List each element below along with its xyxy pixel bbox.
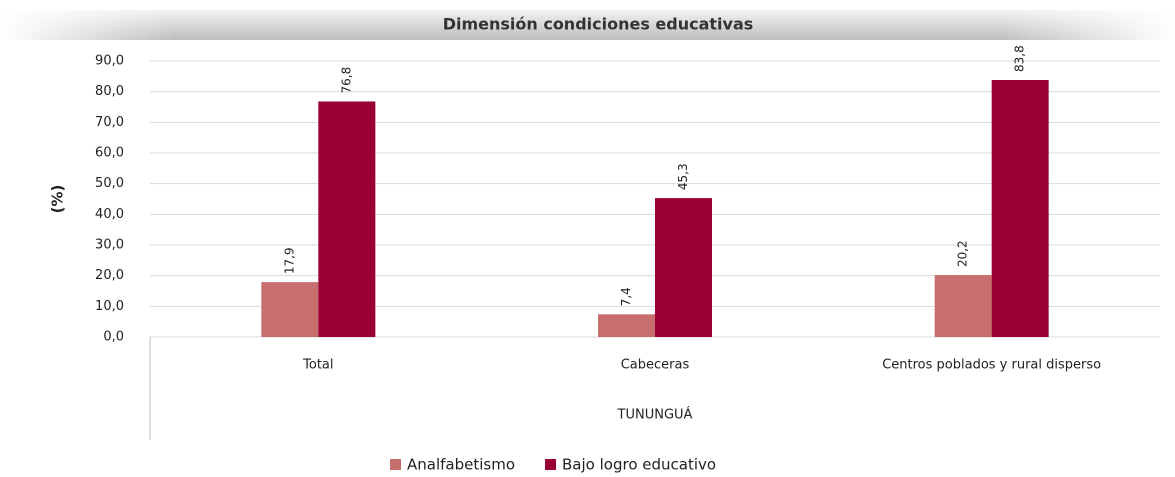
value-label: 7,4	[619, 287, 633, 306]
bar	[598, 314, 655, 337]
chart-title: Dimensión condiciones educativas	[443, 15, 754, 34]
y-tick-label: 90,0	[95, 54, 124, 69]
y-tick-label: 50,0	[95, 176, 124, 191]
bar	[318, 101, 376, 337]
y-tick-label: 20,0	[95, 268, 124, 283]
y-axis-label: (%)	[49, 185, 67, 214]
y-tick-label: 60,0	[95, 146, 124, 161]
x-axis-label: TUNUNGUÁ	[617, 407, 693, 423]
y-tick-label: 80,0	[95, 84, 124, 99]
value-label: 76,8	[339, 67, 353, 94]
title-banner-fade	[0, 10, 1175, 40]
y-tick-label: 10,0	[95, 299, 124, 314]
legend-label: Analfabetismo	[407, 456, 515, 474]
x-tick-label: Centros poblados y rural disperso	[882, 358, 1101, 373]
value-label: 45,3	[676, 163, 690, 190]
legend-label: Bajo logro educativo	[562, 456, 716, 474]
legend-swatch	[545, 459, 557, 470]
value-label: 17,9	[282, 247, 296, 274]
y-tick-label: 0,0	[103, 330, 124, 345]
bar	[655, 198, 712, 337]
x-tick-label: Total	[302, 358, 333, 373]
value-label: 20,2	[956, 240, 970, 267]
bar	[261, 282, 319, 337]
y-tick-label: 40,0	[95, 207, 124, 222]
y-tick-label: 70,0	[95, 115, 124, 130]
bar	[991, 80, 1049, 337]
bar	[934, 275, 992, 337]
legend-swatch	[390, 459, 401, 470]
y-tick-label: 30,0	[95, 238, 124, 253]
x-tick-label: Cabeceras	[621, 358, 690, 373]
value-label: 83,8	[1013, 45, 1027, 72]
